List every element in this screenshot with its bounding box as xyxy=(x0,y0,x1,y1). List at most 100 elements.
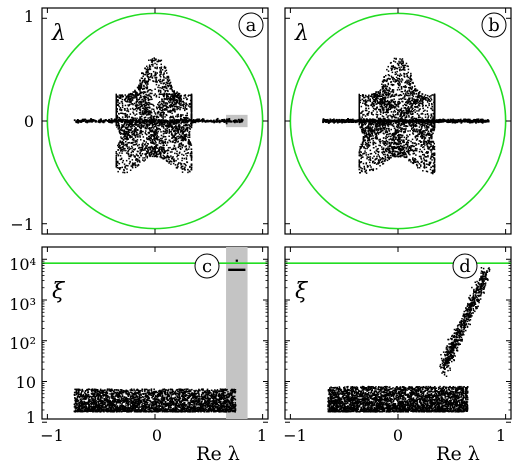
eigenvalue-point xyxy=(168,162,170,164)
eigenvalue-point xyxy=(155,131,157,133)
eigenvalue-point xyxy=(170,85,172,88)
eigenvalue-point xyxy=(425,124,428,127)
eigenvalue-point xyxy=(178,101,181,103)
eigenvalue-point xyxy=(161,80,163,83)
eigenvalue-point xyxy=(361,124,363,126)
eigenvalue-point xyxy=(139,136,141,138)
eigenvalue-point xyxy=(161,111,164,114)
eigenvalue-point xyxy=(127,109,129,111)
eigenvalue-point xyxy=(381,123,384,125)
eigenvalue-point xyxy=(177,122,179,124)
eigenvalue-point xyxy=(152,153,155,156)
eigenvalue-point xyxy=(400,145,403,148)
eigenvalue-point xyxy=(122,171,124,174)
eigenvalue-point xyxy=(175,103,177,105)
eigenvalue-point xyxy=(365,103,367,106)
eigenvalue-point xyxy=(119,97,122,99)
eigenvalue-point xyxy=(152,119,155,122)
eigenvalue-point xyxy=(175,126,177,128)
eigenvalue-point xyxy=(136,123,138,126)
eigenvalue-point xyxy=(120,148,122,151)
eigenvalue-point xyxy=(369,98,371,100)
eigenvalue-point xyxy=(188,132,190,134)
eigenvalue-point xyxy=(149,103,151,105)
eigenvalue-point xyxy=(408,90,411,92)
eigenvalue-point xyxy=(216,121,218,123)
eigenvalue-point xyxy=(184,134,186,136)
eigenvalue-point xyxy=(121,161,124,164)
eigenvalue-point xyxy=(386,109,388,111)
eigenvalue-point xyxy=(392,100,395,103)
eigenvalue-point xyxy=(172,141,175,143)
eigenvalue-point xyxy=(132,93,134,96)
eigenvalue-point xyxy=(177,166,179,168)
eigenvalue-point xyxy=(407,111,409,114)
eigenvalue-point xyxy=(412,150,415,153)
eigenvalue-point xyxy=(189,141,191,143)
eigenvalue-point xyxy=(400,81,403,83)
eigenvalue-point xyxy=(125,141,127,143)
eigenvalue-point xyxy=(382,150,385,153)
eigenvalue-point xyxy=(399,152,402,154)
eigenvalue-point xyxy=(124,165,127,167)
eigenvalue-point xyxy=(377,97,379,100)
eigenvalue-point xyxy=(149,76,151,79)
eigenvalue-point xyxy=(427,123,429,125)
eigenvalue-point xyxy=(151,140,154,143)
eigenvalue-point xyxy=(382,148,384,150)
eigenvalue-point xyxy=(391,99,393,101)
eigenvalue-point xyxy=(155,133,157,135)
eigenvalue-point xyxy=(100,118,102,121)
eigenvalue-point xyxy=(154,149,157,151)
eigenvalue-point xyxy=(162,149,164,151)
eigenvalue-point xyxy=(381,161,383,163)
eigenvalue-point xyxy=(124,121,127,124)
eigenvalue-point xyxy=(186,149,188,151)
panel-a-ytick-label: 0 xyxy=(24,112,34,131)
eigenvalue-point xyxy=(166,152,169,155)
eigenvalue-point xyxy=(358,152,360,154)
eigenvalue-point xyxy=(363,146,365,148)
eigenvalue-point xyxy=(168,123,170,125)
eigenvalue-point xyxy=(117,119,120,121)
eigenvalue-point xyxy=(153,110,155,112)
eigenvalue-point xyxy=(144,126,146,129)
eigenvalue-point xyxy=(384,123,386,125)
eigenvalue-point xyxy=(128,104,130,107)
eigenvalue-point xyxy=(373,130,375,133)
eigenvalue-point xyxy=(377,95,379,97)
eigenvalue-point xyxy=(427,115,430,117)
eigenvalue-point xyxy=(168,125,170,128)
eigenvalue-point xyxy=(421,99,423,101)
eigenvalue-point xyxy=(427,151,429,153)
eigenvalue-point xyxy=(182,131,185,133)
eigenvalue-point xyxy=(184,124,186,127)
eigenvalue-point xyxy=(157,110,160,113)
eigenvalue-point xyxy=(408,145,411,148)
eigenvalue-point xyxy=(391,134,393,137)
eigenvalue-point xyxy=(166,82,169,85)
eigenvalue-point xyxy=(163,86,166,88)
eigenvalue-point xyxy=(147,80,149,83)
eigenvalue-point xyxy=(115,152,117,155)
eigenvalue-point xyxy=(177,141,179,143)
eigenvalue-point xyxy=(174,119,176,122)
eigenvalue-point xyxy=(432,117,434,119)
eigenvalue-point xyxy=(149,153,151,155)
eigenvalue-point xyxy=(418,143,420,145)
eigenvalue-point xyxy=(147,83,149,85)
eigenvalue-point xyxy=(401,91,404,93)
eigenvalue-point xyxy=(396,124,398,126)
eigenvalue-point xyxy=(382,108,385,110)
eigenvalue-point xyxy=(179,97,182,100)
eigenvalue-point xyxy=(152,80,154,82)
eigenvalue-point xyxy=(393,109,396,112)
eigenvalue-point xyxy=(147,149,150,152)
eigenvalue-point xyxy=(414,89,416,91)
eigenvalue-point xyxy=(175,123,178,125)
eigenvalue-point xyxy=(156,144,158,146)
eigenvalue-point xyxy=(160,82,162,85)
eigenvalue-point xyxy=(387,77,390,80)
eigenvalue-point xyxy=(132,154,134,156)
eigenvalue-point xyxy=(412,107,414,110)
